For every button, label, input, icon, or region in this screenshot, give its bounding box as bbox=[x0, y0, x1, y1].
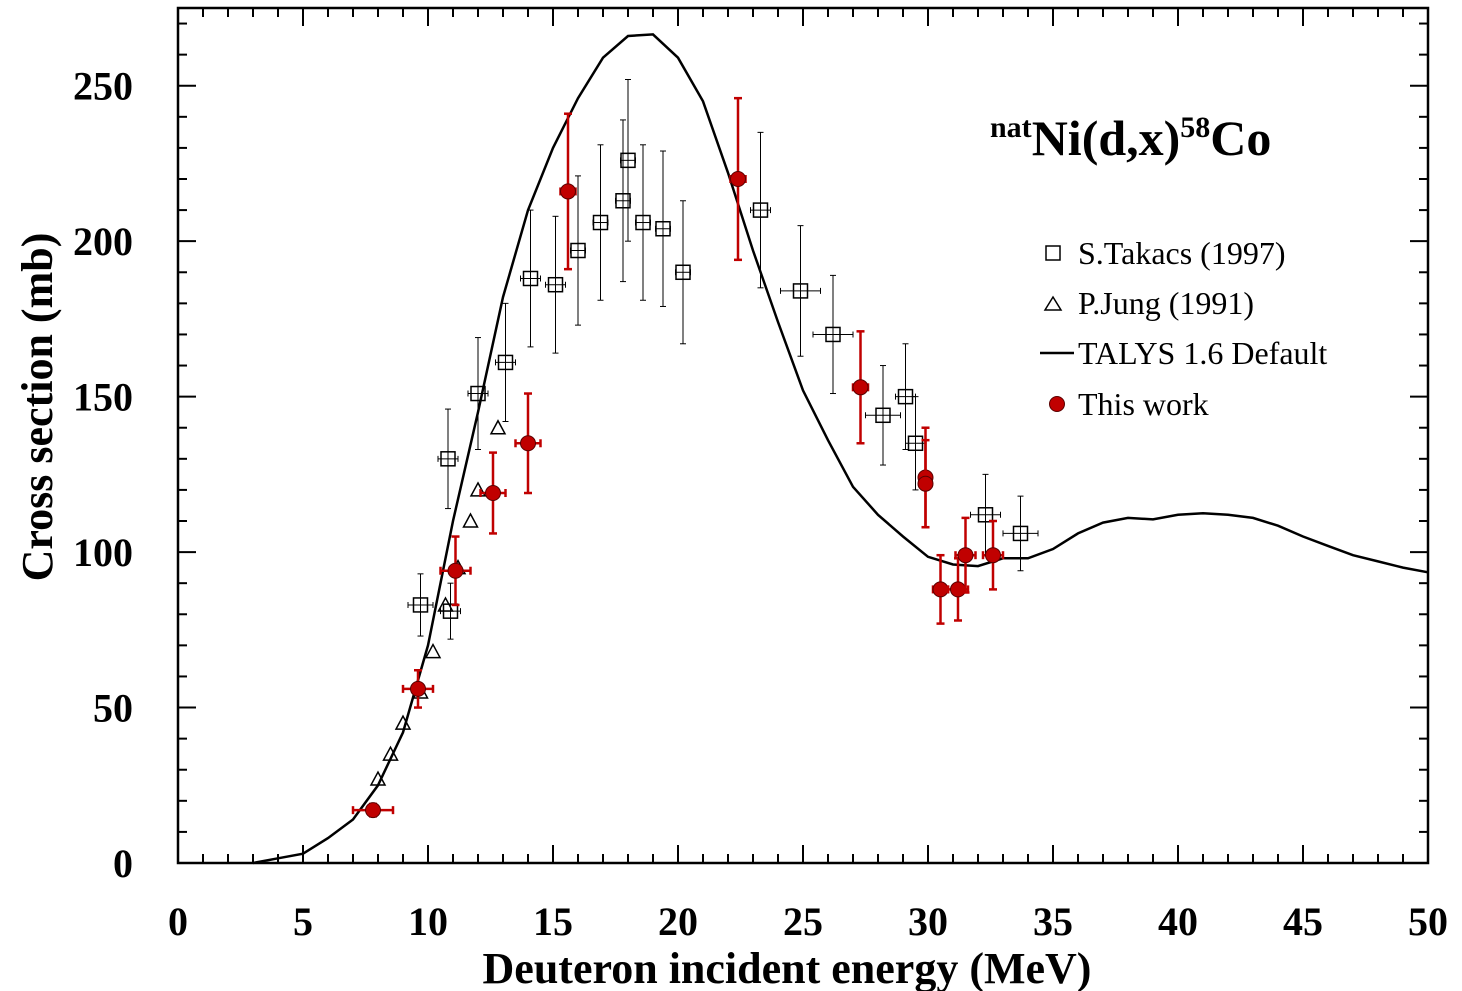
this-work-point bbox=[852, 379, 869, 396]
reaction-product: Co bbox=[1210, 110, 1271, 166]
this-work-point bbox=[485, 485, 501, 502]
this-work-point bbox=[410, 680, 426, 697]
talys-curve bbox=[252, 33, 1429, 865]
this-work-point bbox=[957, 547, 974, 564]
x-axis-title: Deuteron incident energy (MeV) bbox=[483, 944, 1092, 991]
legend-this-work-label: This work bbox=[1078, 386, 1209, 422]
takacs-point bbox=[592, 214, 609, 231]
takacs-point bbox=[412, 597, 429, 613]
jung-point bbox=[369, 770, 387, 786]
y-tick-label: 100 bbox=[73, 530, 133, 575]
legend-takacs-label: S.Takacs (1997) bbox=[1078, 235, 1285, 271]
legend-talys-label: TALYS 1.6 Default bbox=[1078, 335, 1327, 371]
legend-jung-label: P.Jung (1991) bbox=[1078, 285, 1254, 321]
y-axis-title: Cross section (mb) bbox=[13, 233, 62, 582]
takacs-point bbox=[977, 507, 994, 523]
jung-point bbox=[394, 714, 412, 730]
jung-point bbox=[437, 596, 454, 612]
x-tick-label: 50 bbox=[1408, 899, 1448, 944]
x-tick-label: 45 bbox=[1283, 899, 1323, 944]
legend-takacs-square-icon bbox=[1045, 245, 1061, 261]
x-tick-label: 5 bbox=[293, 899, 313, 944]
this-work-point bbox=[730, 171, 746, 187]
x-tick-label: 15 bbox=[533, 899, 573, 944]
y-tick-label: 250 bbox=[73, 64, 133, 109]
x-tick-label: 10 bbox=[408, 899, 448, 944]
takacs-point bbox=[825, 326, 841, 343]
takacs-point bbox=[792, 283, 809, 299]
legend-jung-triangle-icon bbox=[1043, 295, 1063, 311]
takacs-point bbox=[570, 242, 586, 259]
y-tick-label: 200 bbox=[73, 219, 133, 264]
legend: S.Takacs (1997) P.Jung (1991) TALYS 1.6 … bbox=[1040, 235, 1327, 422]
this-work-point bbox=[560, 183, 576, 200]
takacs-point bbox=[470, 385, 486, 402]
x-tick-label: 0 bbox=[168, 899, 188, 944]
takacs-point bbox=[1012, 525, 1029, 542]
legend-this-work-circle-icon bbox=[1049, 396, 1065, 412]
takacs-point bbox=[675, 264, 691, 281]
reaction-label: natNi(d,x)58Co bbox=[990, 110, 1271, 166]
this-work-point bbox=[917, 475, 934, 492]
x-tick-label: 40 bbox=[1158, 899, 1198, 944]
plot-area bbox=[252, 33, 1429, 865]
x-tick-label: 25 bbox=[783, 899, 823, 944]
reaction-superscript-nat: nat bbox=[990, 111, 1032, 144]
jung-point bbox=[489, 419, 507, 435]
this-work-point bbox=[985, 547, 1001, 564]
jung-point bbox=[462, 512, 479, 528]
takacs-point bbox=[752, 202, 769, 218]
this-work-point bbox=[365, 802, 381, 819]
reaction-superscript-58: 58 bbox=[1180, 111, 1210, 144]
x-tick-label: 30 bbox=[908, 899, 948, 944]
jung-point bbox=[424, 642, 442, 659]
axes: 0 5 10 15 20 25 30 35 40 45 50 0 50 100 150 200 250 bbox=[73, 6, 1448, 944]
takacs-point bbox=[655, 220, 671, 237]
this-work-point bbox=[520, 435, 536, 452]
this-work-point bbox=[932, 581, 949, 598]
x-tick-label: 20 bbox=[658, 899, 698, 944]
reaction-main: Ni(d,x) bbox=[1032, 110, 1181, 166]
takacs-point bbox=[875, 407, 891, 424]
y-tick-label: 150 bbox=[73, 375, 133, 420]
jung-point bbox=[382, 745, 399, 761]
this-work-point bbox=[950, 581, 966, 598]
takacs-point bbox=[497, 354, 514, 371]
takacs-point bbox=[907, 435, 924, 452]
takacs-point bbox=[440, 451, 456, 467]
this-work-point bbox=[447, 562, 464, 579]
takacs-point bbox=[635, 214, 651, 231]
takacs-point bbox=[522, 270, 539, 287]
y-tick-label: 0 bbox=[113, 841, 133, 886]
x-tick-label: 35 bbox=[1033, 899, 1073, 944]
takacs-point bbox=[547, 276, 564, 293]
takacs-point bbox=[620, 152, 636, 169]
takacs-point bbox=[615, 193, 631, 209]
y-tick-label: 50 bbox=[93, 686, 133, 731]
